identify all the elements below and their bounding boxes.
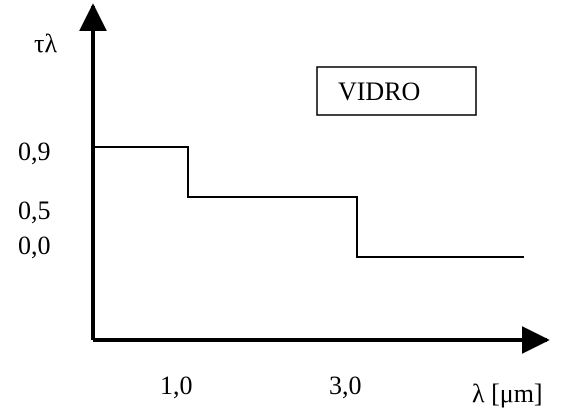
series-line (93, 146, 524, 258)
annotation-box (316, 66, 477, 116)
y-tick-label: 0,5 (18, 196, 51, 225)
y-axis-label: τλ (34, 29, 57, 58)
annotation-label: VIDRO (338, 77, 420, 106)
x-tick-label: 1,0 (160, 371, 193, 400)
y-tick-label: 0,0 (18, 231, 51, 260)
x-tick-label: 3,0 (329, 371, 362, 400)
y-ticks: 0,9 0,5 0,0 (18, 137, 51, 260)
x-ticks: 1,0 3,0 (160, 371, 362, 400)
x-axis-label: λ [μm] (472, 379, 543, 408)
series-group (93, 146, 524, 258)
y-tick-label: 0,9 (18, 137, 51, 166)
